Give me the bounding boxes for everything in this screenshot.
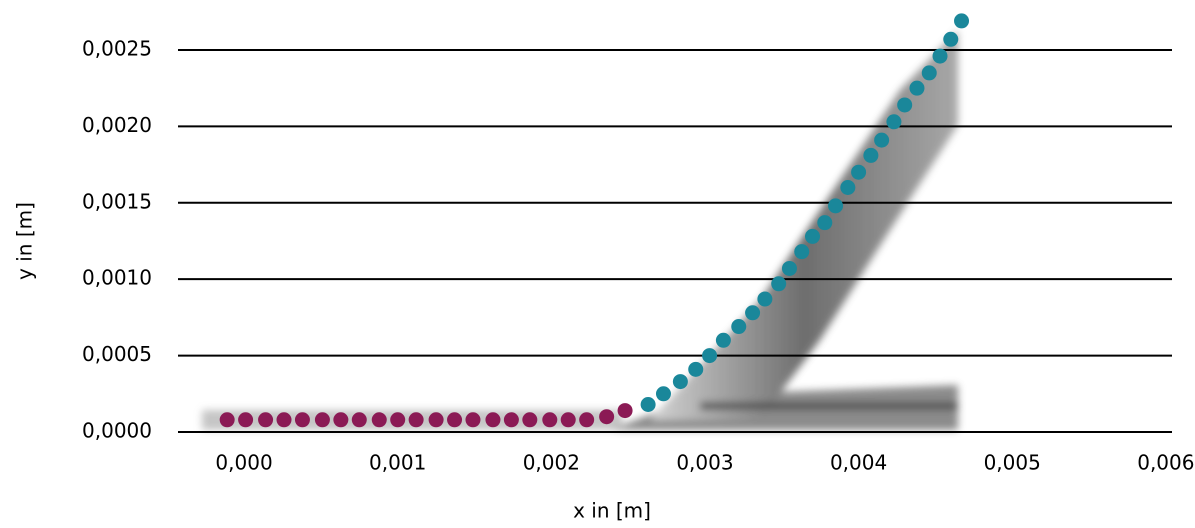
data-point (933, 49, 948, 64)
data-point (794, 244, 809, 259)
data-point (409, 412, 424, 427)
data-point (886, 114, 901, 129)
x-tick-label: 0,003 (676, 451, 733, 475)
data-point (909, 81, 924, 96)
data-point (522, 412, 537, 427)
y-tick-label: 0,0025 (82, 36, 152, 60)
data-point (295, 412, 310, 427)
data-point (579, 412, 594, 427)
data-point (897, 97, 912, 112)
data-point (745, 305, 760, 320)
data-point (922, 65, 937, 80)
x-tick-label: 0,005 (984, 451, 1041, 475)
y-tick-label: 0,0015 (82, 189, 152, 213)
x-tick-label: 0,004 (830, 451, 887, 475)
x-tick-label: 0,001 (369, 451, 426, 475)
y-tick-label: 0,0005 (82, 342, 152, 366)
data-point (782, 261, 797, 276)
x-axis-label: x in [m] (573, 499, 651, 523)
y-axis-label: y in [m] (13, 202, 37, 280)
data-point (390, 412, 405, 427)
data-point (315, 412, 330, 427)
data-point (943, 32, 958, 47)
data-point (656, 386, 671, 401)
data-point (702, 348, 717, 363)
data-point (863, 148, 878, 163)
data-point (828, 198, 843, 213)
data-point (757, 292, 772, 307)
data-point (333, 412, 348, 427)
data-point (716, 333, 731, 348)
y-tick-label: 0,0000 (82, 419, 152, 443)
data-point (238, 412, 253, 427)
data-point (220, 412, 235, 427)
x-tick-label: 0,000 (215, 451, 272, 475)
data-point (673, 374, 688, 389)
data-point (771, 276, 786, 291)
data-point (731, 319, 746, 334)
data-point (542, 412, 557, 427)
data-point (465, 412, 480, 427)
data-point (599, 409, 614, 424)
data-point (641, 397, 656, 412)
background-image (202, 30, 958, 430)
data-point (805, 229, 820, 244)
data-point (258, 412, 273, 427)
data-point (840, 180, 855, 195)
data-point (688, 362, 703, 377)
x-tick-label: 0,006 (1137, 451, 1194, 475)
data-point (352, 412, 367, 427)
y-tick-label: 0,0020 (82, 113, 152, 137)
chart: x in [m] y in [m] 0,0000 0,0005 0,0010 0,00… (0, 0, 1195, 528)
data-point (817, 215, 832, 230)
data-point (485, 412, 500, 427)
data-point (954, 13, 969, 28)
data-point (429, 412, 444, 427)
data-point (447, 412, 462, 427)
data-point (504, 412, 519, 427)
data-point (874, 133, 889, 148)
x-tick-label: 0,002 (523, 451, 580, 475)
data-point (618, 403, 633, 418)
data-point (851, 165, 866, 180)
data-point (561, 412, 576, 427)
y-tick-label: 0,0010 (82, 266, 152, 290)
data-point (372, 412, 387, 427)
data-point (277, 412, 292, 427)
